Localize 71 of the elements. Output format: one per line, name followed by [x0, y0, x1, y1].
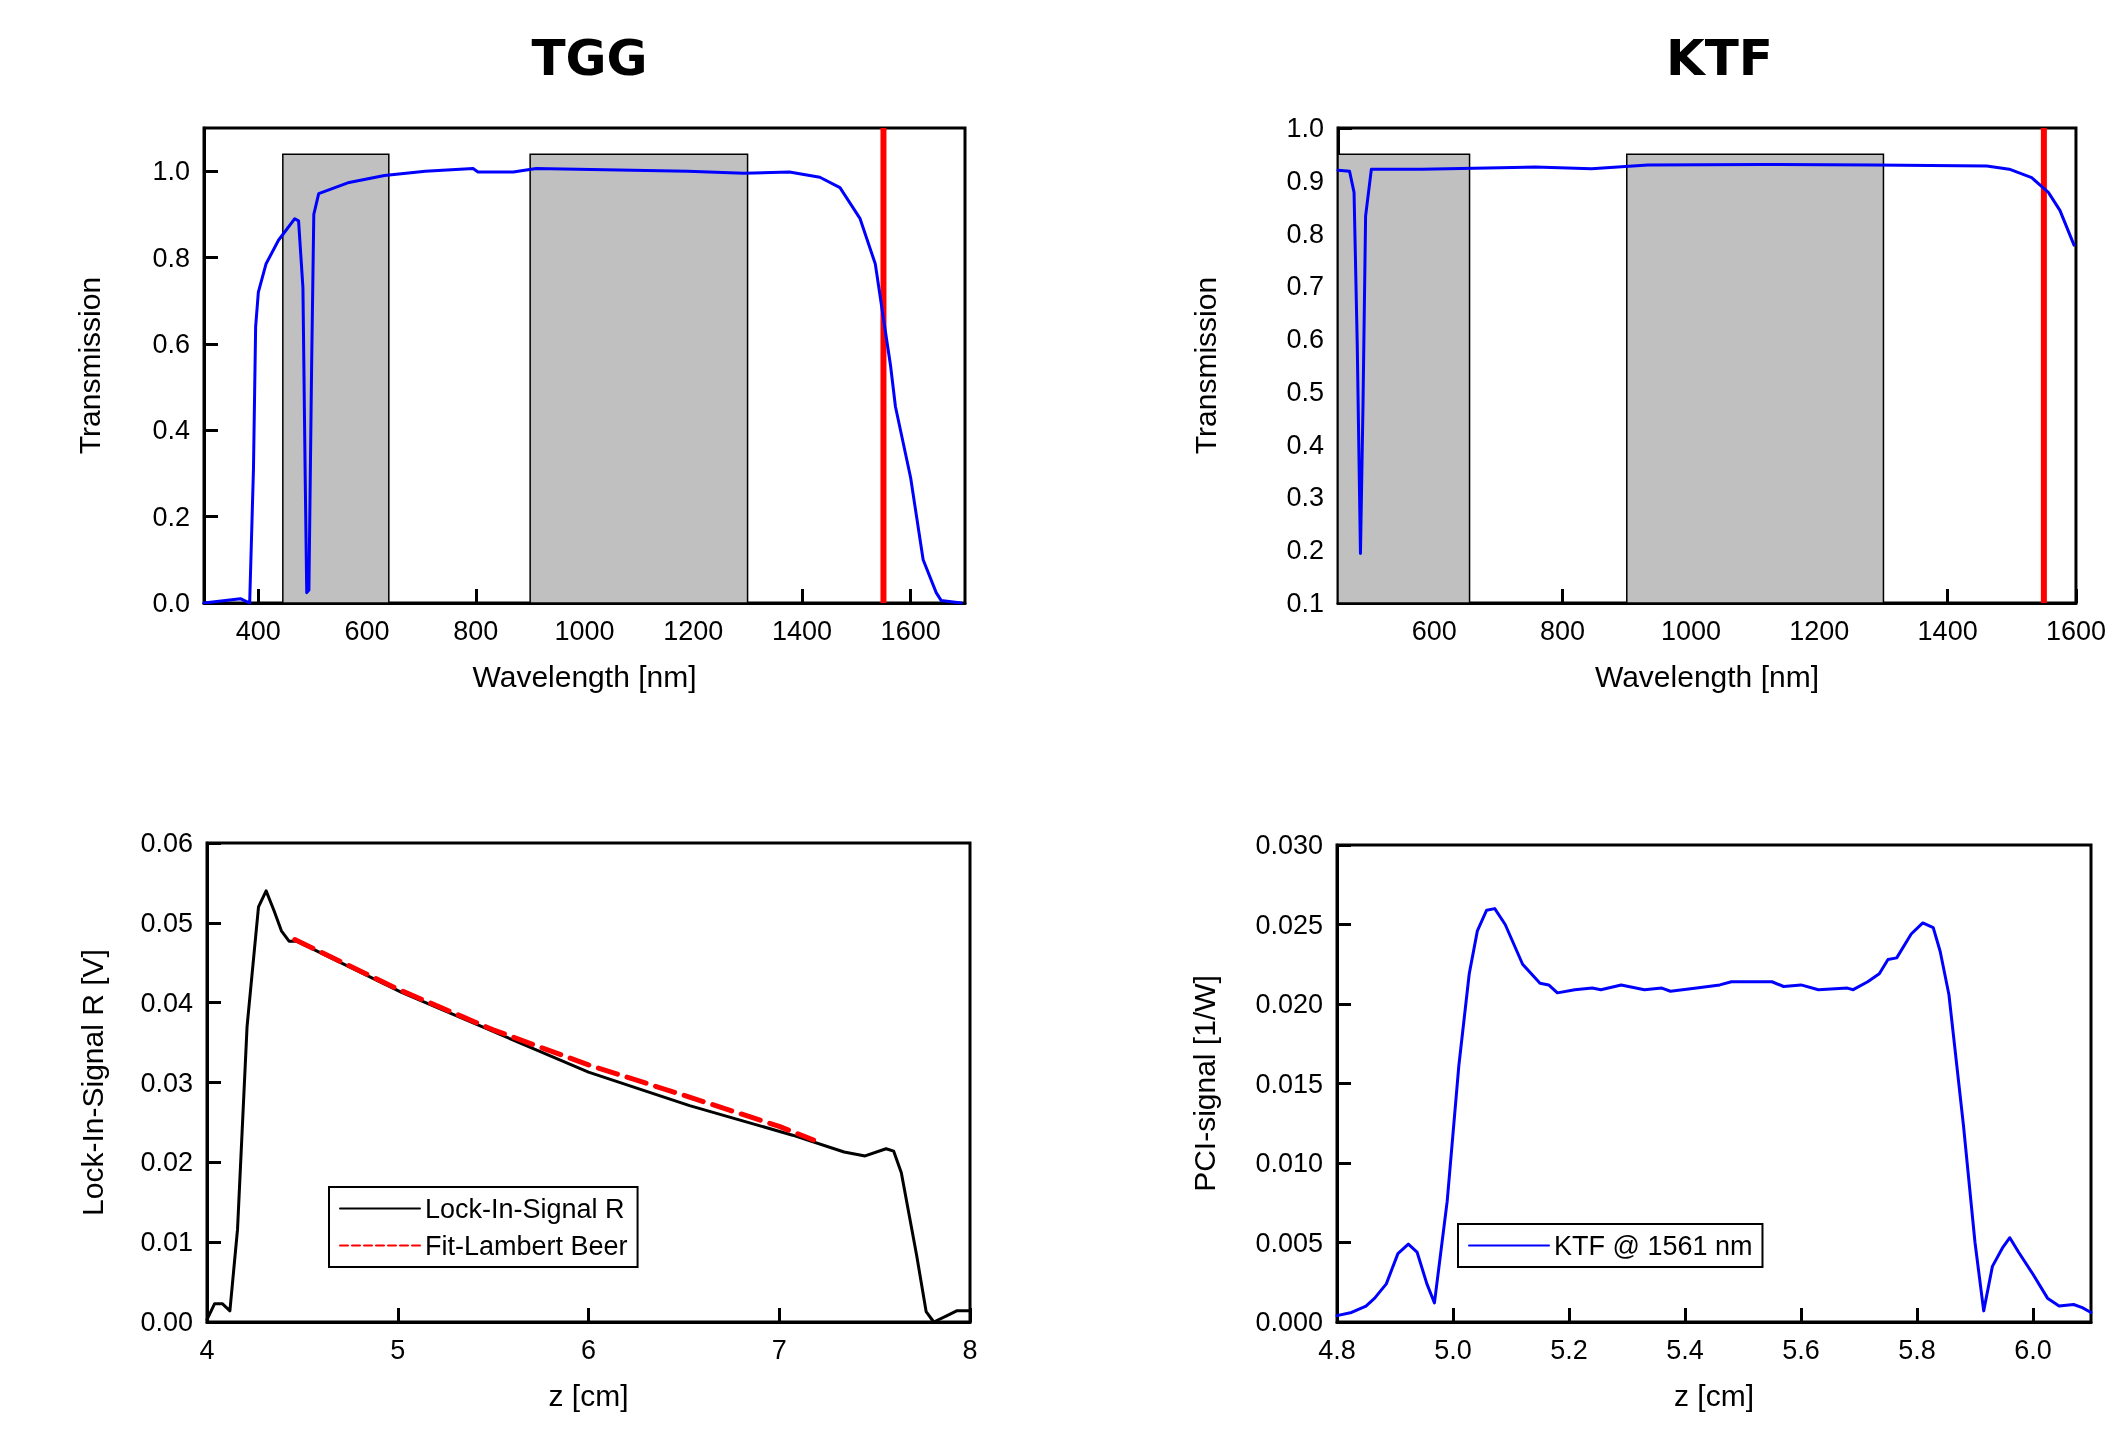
x-tick-label: 5.6	[1782, 1334, 1820, 1365]
x-tick-label: 6	[580, 1334, 597, 1365]
x-tick-label: 600	[344, 615, 390, 646]
y-tick-label: 0.010	[1255, 1148, 1323, 1178]
y-tick-label: 0.6	[1286, 324, 1324, 355]
y-tick-label: 0.2	[1286, 535, 1324, 566]
y-tick-label: 0.05	[140, 907, 193, 938]
x-tick-label: 6.0	[2014, 1334, 2052, 1365]
x-tick-label: 4.8	[1318, 1334, 1356, 1365]
x-axis-title: Wavelength [nm]	[472, 659, 697, 693]
y-tick-label: 0.9	[1286, 165, 1324, 196]
y-tick-label: 0.8	[152, 242, 190, 273]
x-tick-label: 1400	[1917, 615, 1978, 646]
x-tick-label: 5.0	[1434, 1334, 1472, 1365]
y-tick-label: 0.000	[1255, 1307, 1323, 1337]
legend-label: KTF @ 1561 nm	[1554, 1230, 1753, 1261]
x-axis-title: Wavelength [nm]	[1594, 659, 1819, 693]
x-tick-label: 5.4	[1666, 1334, 1704, 1365]
y-tick-label: 0.3	[1286, 482, 1324, 513]
y-tick-label: 0.005	[1255, 1227, 1323, 1258]
x-tick-label: 1200	[663, 615, 724, 646]
chart-title: KTF	[1665, 29, 1774, 87]
y-tick-label: 0.06	[140, 828, 193, 858]
y-tick-label: 0.6	[152, 328, 190, 359]
y-axis-title: PCI-signal [1/W]	[1187, 975, 1221, 1192]
x-tick-label: 1400	[771, 615, 832, 646]
y-axis-title: Transmission	[1188, 276, 1222, 455]
x-tick-label: 4	[199, 1334, 215, 1365]
x-tick-label: 1000	[1660, 615, 1721, 646]
x-tick-label: 800	[453, 615, 499, 646]
x-tick-label: 600	[1411, 615, 1457, 646]
y-tick-label: 1.0	[1286, 113, 1324, 143]
x-tick-label: 5.2	[1550, 1334, 1588, 1365]
x-tick-label: 1000	[554, 615, 615, 646]
line-series	[1335, 907, 2093, 1318]
x-tick-label: 400	[235, 615, 281, 646]
x-tick-label: 8	[962, 1334, 978, 1365]
y-tick-label: 1.0	[152, 156, 190, 187]
x-axis-title: z [cm]	[1674, 1378, 1754, 1412]
y-axis-title: Lock-In-Signal R [V]	[75, 949, 109, 1216]
y-tick-label: 0.02	[140, 1147, 193, 1178]
x-tick-label: 1200	[1789, 615, 1850, 646]
y-tick-label: 0.5	[1286, 376, 1324, 407]
y-tick-label: 0.03	[140, 1067, 193, 1098]
y-tick-label: 0.020	[1255, 989, 1323, 1019]
x-axis-title: z [cm]	[548, 1378, 629, 1412]
y-tick-label: 0.00	[140, 1307, 193, 1337]
legend-label: Fit-Lambert Beer	[425, 1230, 628, 1261]
y-tick-label: 0.2	[152, 501, 190, 532]
legend-label: Lock-In-Signal R	[425, 1193, 625, 1224]
y-tick-label: 0.01	[140, 1227, 193, 1258]
y-tick-label: 0.1	[1286, 588, 1324, 618]
x-tick-label: 1600	[2045, 615, 2107, 646]
y-tick-label: 0.8	[1286, 218, 1324, 249]
x-tick-label: 1600	[880, 615, 941, 646]
x-tick-label: 7	[771, 1334, 787, 1365]
y-tick-label: 0.4	[1286, 429, 1324, 460]
line-series	[1336, 162, 2076, 555]
chart-title: TGG	[531, 29, 648, 87]
y-tick-label: 0.030	[1255, 830, 1323, 860]
x-tick-label: 800	[1540, 615, 1586, 646]
y-axis-title: Transmission	[72, 276, 106, 455]
y-tick-label: 0.7	[1286, 271, 1324, 302]
x-tick-label: 5.8	[1898, 1334, 1936, 1365]
y-tick-label: 0.0	[152, 588, 190, 618]
y-tick-label: 0.025	[1255, 909, 1323, 940]
y-tick-label: 0.4	[152, 415, 190, 446]
x-tick-label: 5	[390, 1334, 406, 1365]
y-tick-label: 0.015	[1255, 1068, 1323, 1099]
y-tick-label: 0.04	[140, 987, 193, 1018]
line-series	[202, 167, 963, 605]
